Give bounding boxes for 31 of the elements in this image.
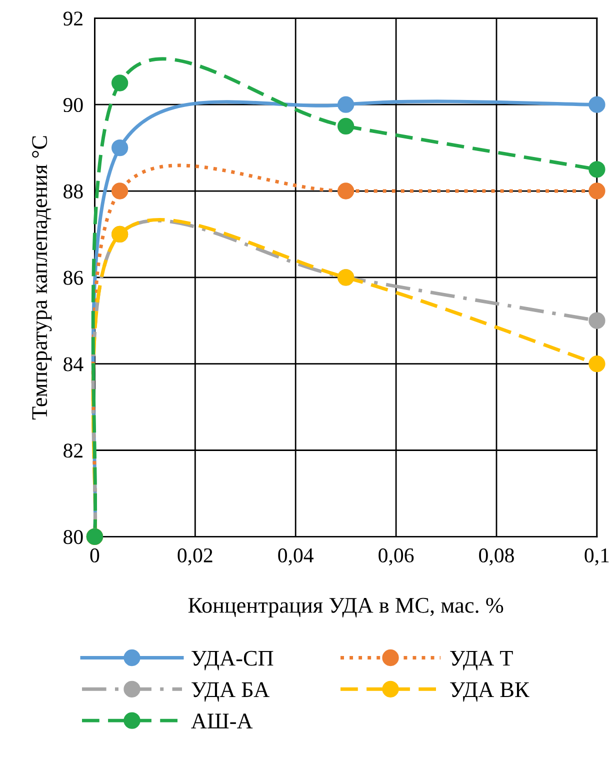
point [588,312,606,329]
y-axis-title: Температура каплепадения °С [32,136,52,420]
y-tick-label: 80 [64,530,83,544]
x-tick-label: 0,06 [378,548,414,566]
point [337,182,354,200]
legend-label: УДА ВК [450,682,530,702]
point [588,356,606,372]
y-tick-label: 86 [64,270,83,285]
x-tick-label: 0,04 [278,548,314,566]
point [337,118,354,135]
point [588,161,606,178]
y-tick-label: 82 [64,444,82,458]
point [588,96,606,113]
x-tick-label: 0,02 [178,548,212,566]
point [337,96,354,113]
y-tick-label: 90 [63,98,83,112]
point [111,139,128,156]
point [111,74,128,92]
legend-label: УДА-СП [192,650,274,670]
y-tick-label: 84 [64,357,84,372]
point [588,182,606,200]
legend-label: УДА БА [192,682,270,702]
legend-label: АШ-А [191,714,253,728]
y-tick-label: 92 [63,12,82,26]
x-tick-label: 0 [90,548,100,562]
y-tick-label: 88 [64,184,83,198]
x-axis-title: Концентрация УДА в МС, мас. % [188,598,504,618]
legend-label: УДА Т [450,650,513,670]
x-tick-label: 0,08 [479,548,514,566]
point [111,182,128,200]
x-tick-label: 0,1 [584,548,609,566]
